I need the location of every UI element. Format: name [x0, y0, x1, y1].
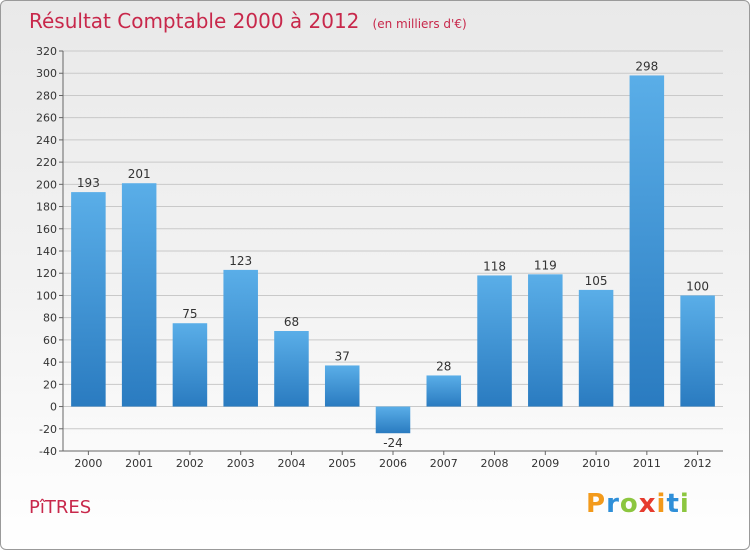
y-tick-label: 40	[43, 356, 57, 369]
value-label-2006: -24	[383, 436, 403, 450]
value-label-2004: 68	[284, 315, 299, 329]
bar-2006	[375, 406, 411, 434]
chart-title-block: Résultat Comptable 2000 à 2012 (en milli…	[29, 9, 467, 33]
x-tick-label-2000: 2000	[74, 457, 102, 470]
bar-2000	[71, 192, 106, 407]
labels: -40 -20 0 20 40 60 80 100 120 140 160 180 200 220 240 2…	[36, 45, 712, 470]
y-tick-label: 60	[43, 334, 57, 347]
bar-2011	[629, 75, 665, 407]
value-label-2000: 193	[77, 176, 100, 190]
value-label-2002: 75	[182, 307, 197, 321]
proxiti-logo: Proxiti	[586, 489, 690, 519]
y-tick-label: 160	[36, 223, 57, 236]
value-label-2009: 119	[534, 258, 557, 272]
logo-letter: x	[638, 489, 657, 519]
chart-unit-subtitle: (en milliers d'€)	[372, 17, 467, 31]
chart-title: Résultat Comptable 2000 à 2012	[29, 9, 360, 33]
y-tick-label: 280	[36, 89, 57, 102]
value-label-2001: 201	[128, 167, 151, 181]
grid-lines	[63, 50, 723, 452]
value-label-2005: 37	[335, 349, 350, 363]
bars	[71, 75, 715, 434]
bar-2009	[528, 274, 563, 407]
x-tick-label-2001: 2001	[125, 457, 153, 470]
logo-letter: P	[586, 489, 607, 519]
value-label-2011: 298	[635, 59, 658, 73]
y-tick-label: -40	[39, 445, 57, 458]
y-tick-label: 240	[36, 134, 57, 147]
value-label-2008: 118	[483, 259, 506, 273]
x-tick-label-2007: 2007	[430, 457, 458, 470]
y-tick-label: 300	[36, 67, 57, 80]
x-tick-label-2012: 2012	[684, 457, 712, 470]
x-tick-label-2004: 2004	[277, 457, 305, 470]
logo-letter: r	[606, 489, 620, 519]
y-tick-label: -20	[39, 423, 57, 436]
y-tick-label: 180	[36, 201, 57, 214]
x-tick-label-2002: 2002	[176, 457, 204, 470]
y-tick-label: 200	[36, 178, 57, 191]
value-label-2012: 100	[686, 279, 709, 293]
logo-letter: t	[666, 489, 680, 519]
y-tick-label: 260	[36, 112, 57, 125]
x-tick-label-2006: 2006	[379, 457, 407, 470]
y-tick-label: 140	[36, 245, 57, 258]
bar-2012	[680, 295, 715, 407]
x-tick-label-2009: 2009	[531, 457, 559, 470]
value-label-2010: 105	[585, 274, 608, 288]
bar-2002	[172, 323, 208, 407]
value-label-2003: 123	[229, 254, 252, 268]
bar-2004	[274, 331, 309, 407]
y-tick-label: 80	[43, 312, 57, 325]
x-tick-label-2010: 2010	[582, 457, 610, 470]
bar-2001	[121, 183, 157, 407]
axes	[59, 50, 723, 455]
logo-letter: o	[619, 489, 639, 519]
bar-2007	[426, 375, 462, 407]
x-tick-label-2008: 2008	[481, 457, 509, 470]
value-label-2007: 28	[436, 359, 451, 373]
y-tick-label: 20	[43, 378, 57, 391]
bar-2008	[477, 275, 512, 407]
bar-2003	[223, 269, 258, 407]
y-tick-label: 320	[36, 45, 57, 58]
y-tick-label: 120	[36, 267, 57, 280]
logo-letter: i	[679, 489, 690, 519]
logo-letter: i	[656, 489, 667, 519]
y-tick-label: 220	[36, 156, 57, 169]
bar-2005	[324, 365, 360, 407]
bar-2010	[578, 289, 614, 407]
commune-name: PîTRES	[29, 497, 92, 518]
y-tick-label: 0	[50, 401, 57, 414]
x-tick-label-2003: 2003	[227, 457, 255, 470]
y-tick-label: 100	[36, 289, 57, 302]
x-tick-label-2011: 2011	[633, 457, 661, 470]
x-tick-label-2005: 2005	[328, 457, 356, 470]
